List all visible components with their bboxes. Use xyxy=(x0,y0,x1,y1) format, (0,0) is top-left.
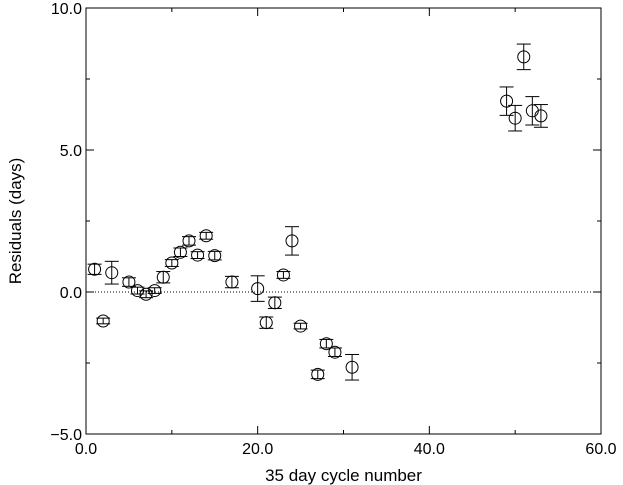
data-point xyxy=(508,104,523,132)
point-marker xyxy=(225,275,239,289)
data-point xyxy=(87,262,102,276)
x-axis-ticks: 0.0 20.0 40.0 60.0 xyxy=(75,8,617,458)
point-marker xyxy=(328,345,342,359)
x-tick-label: 40.0 xyxy=(414,441,445,458)
point-marker xyxy=(319,337,333,351)
point-marker xyxy=(88,262,102,276)
y-tick-label: 10.0 xyxy=(51,1,82,18)
data-point xyxy=(276,268,291,282)
point-marker xyxy=(500,94,514,108)
data-point xyxy=(533,104,548,128)
data-point xyxy=(96,314,111,328)
data-point xyxy=(525,96,540,126)
data-point xyxy=(139,287,154,301)
data-point xyxy=(345,353,360,381)
point-marker xyxy=(285,234,299,248)
point-marker xyxy=(122,275,136,289)
point-marker xyxy=(199,229,213,243)
x-tick-label: 60.0 xyxy=(585,441,616,458)
point-marker xyxy=(276,268,290,282)
data-points xyxy=(87,43,548,381)
data-point xyxy=(516,43,531,71)
data-point xyxy=(224,275,239,289)
y-tick-label: 0.0 xyxy=(60,285,82,302)
data-point xyxy=(259,316,274,330)
data-point xyxy=(190,248,205,262)
point-marker xyxy=(173,245,187,259)
data-point xyxy=(147,284,162,298)
point-marker xyxy=(259,316,273,330)
point-marker xyxy=(208,249,222,263)
point-marker xyxy=(508,111,522,125)
point-marker xyxy=(156,270,170,284)
data-point xyxy=(156,270,171,284)
data-point xyxy=(499,86,514,116)
y-axis-ticks: −5.0 0.0 5.0 10.0 xyxy=(50,1,601,444)
y-tick-label: −5.0 xyxy=(50,427,82,444)
data-point xyxy=(250,275,265,302)
data-point xyxy=(173,245,188,259)
point-marker xyxy=(165,256,179,270)
plot-frame xyxy=(85,7,602,435)
data-point xyxy=(310,367,325,381)
point-marker xyxy=(268,296,282,310)
data-point xyxy=(267,296,282,310)
data-point xyxy=(207,249,222,263)
data-point xyxy=(293,319,308,333)
data-point xyxy=(285,226,299,256)
point-marker xyxy=(251,282,265,296)
x-tick-label: 0.0 xyxy=(75,441,97,458)
point-marker xyxy=(105,266,119,280)
point-marker xyxy=(182,234,196,248)
data-point xyxy=(199,229,214,243)
point-marker xyxy=(148,284,162,298)
point-marker xyxy=(294,319,308,333)
point-marker xyxy=(139,287,153,301)
data-point xyxy=(182,234,196,248)
data-point xyxy=(104,260,119,285)
x-tick-label: 20.0 xyxy=(242,441,273,458)
y-axis-label: Residuals (days) xyxy=(6,158,25,285)
data-point xyxy=(327,345,342,359)
data-point xyxy=(164,256,179,270)
point-marker xyxy=(517,50,531,64)
point-marker xyxy=(96,314,110,328)
x-axis-label: 35 day cycle number xyxy=(265,466,422,485)
point-marker xyxy=(191,248,205,262)
point-marker xyxy=(534,109,548,123)
point-marker xyxy=(311,367,325,381)
y-tick-label: 5.0 xyxy=(60,143,82,160)
point-marker xyxy=(345,360,359,374)
